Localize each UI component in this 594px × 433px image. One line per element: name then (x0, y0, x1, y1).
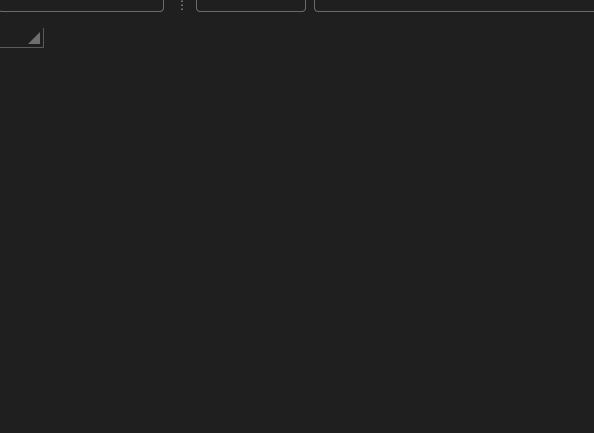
formula-bar: ⋮ (0, 0, 594, 20)
select-all-icon (28, 32, 40, 44)
formula-bar-separator: ⋮ (176, 0, 188, 12)
formula-buttons (196, 0, 306, 12)
name-box[interactable] (0, 0, 164, 12)
select-all-corner[interactable] (0, 28, 44, 48)
formula-input[interactable] (314, 0, 594, 12)
